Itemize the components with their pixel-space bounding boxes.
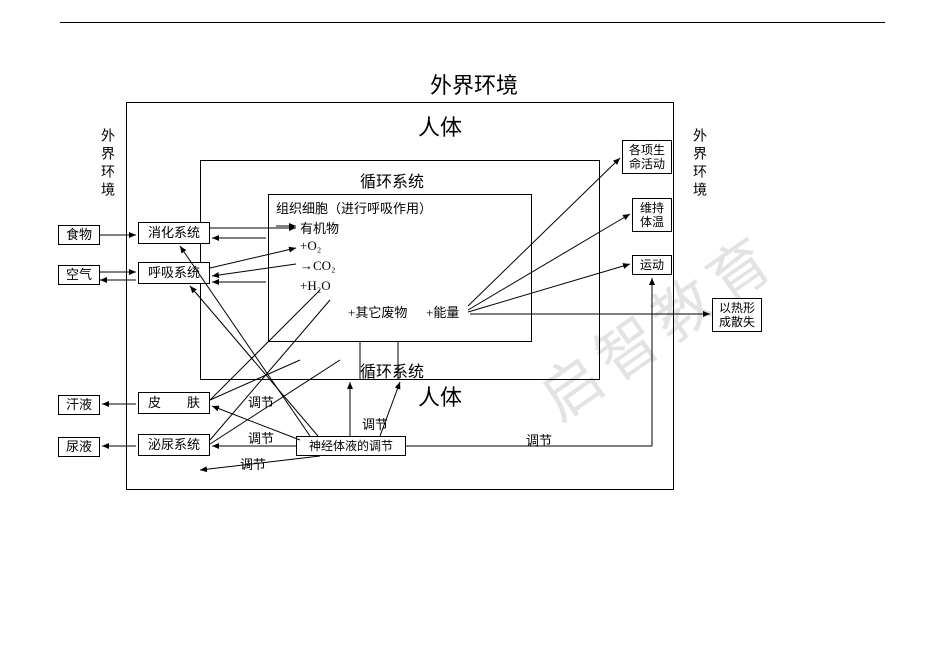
box-life-activity: 各项生 命活动 [622,140,672,174]
cell-h2o: +H₂O [300,278,331,294]
label-reg-3: 调节 [240,454,266,473]
side-label-left: 外界环境 [96,128,116,200]
box-temp: 维持 体温 [632,198,672,232]
label-human-body-top: 人体 [418,110,462,142]
cell-energy: +能量 [426,302,459,321]
box-urine: 尿液 [58,437,100,457]
box-skin: 皮 肤 [138,392,210,414]
title-external-env: 外界环境 [430,68,518,100]
box-move: 运动 [632,255,672,275]
label-reg-4: 调节 [362,414,388,433]
box-sweat: 汗液 [58,395,100,415]
side-label-right: 外界环境 [688,128,708,200]
cell-co2: →CO₂ [300,258,336,274]
box-neural: 神经体液的调节 [296,436,406,456]
box-urinary: 泌尿系统 [138,434,210,456]
label-reg-5: 调节 [526,430,552,449]
box-digestive: 消化系统 [138,222,210,244]
box-respiratory: 呼吸系统 [138,262,210,284]
box-heat: 以热形 成散失 [712,298,762,332]
box-food: 食物 [58,225,100,245]
label-reg-1: 调节 [248,392,274,411]
label-reg-2: 调节 [248,428,274,447]
box-air: 空气 [58,265,100,285]
label-tissue: 组织细胞（进行呼吸作用） [276,198,432,217]
top-separator-line [60,22,885,23]
cell-waste: +其它废物 [348,302,407,321]
cell-o2: +O₂ [300,238,321,254]
label-circulatory-top: 循环系统 [360,168,424,192]
label-human-body-bottom: 人体 [418,380,462,412]
label-circulatory-bottom: 循环系统 [360,358,424,382]
cell-organic: 有机物 [300,218,339,237]
